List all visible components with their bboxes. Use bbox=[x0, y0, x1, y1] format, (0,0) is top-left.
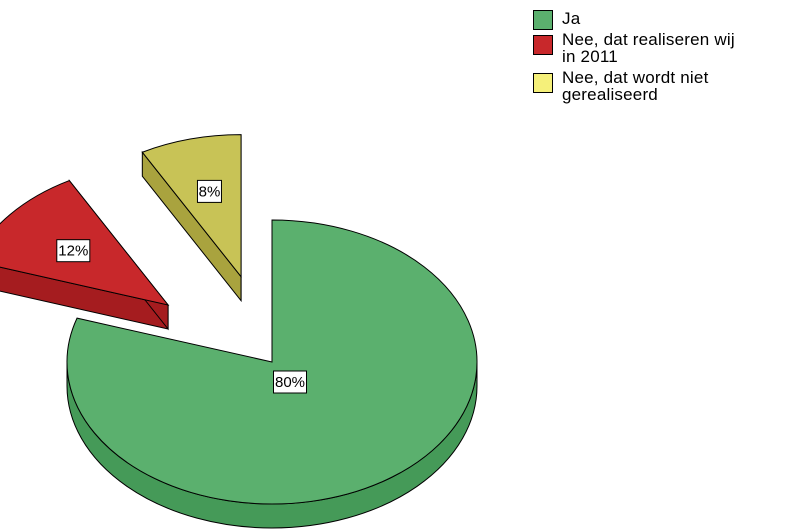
data-label-ja: 80% bbox=[275, 374, 305, 391]
pie-tops bbox=[0, 134, 478, 505]
data-label-nee-niet: 8% bbox=[199, 183, 221, 200]
slice-ja bbox=[66, 219, 478, 505]
data-label-nee-2011: 12% bbox=[58, 243, 88, 260]
legend-label-nee-2011: Nee, dat realiseren wij in 2011 bbox=[562, 30, 735, 66]
data-label-box-ja bbox=[273, 370, 307, 394]
legend-swatch-nee-niet bbox=[533, 73, 553, 93]
data-label-box-nee-2011 bbox=[56, 239, 91, 263]
legend-item-ja: Ja bbox=[530, 9, 802, 30]
slice-nee-niet bbox=[141, 134, 242, 279]
pie-labels: 80% 12% 8% bbox=[56, 179, 307, 394]
chart-legend: Ja Nee, dat realiseren wij in 2011 Nee, … bbox=[530, 10, 802, 107]
legend-swatch-ja bbox=[533, 10, 553, 30]
legend-item-nee-2011: Nee, dat realiseren wij in 2011 bbox=[530, 31, 802, 65]
legend-swatch-nee-2011 bbox=[533, 35, 553, 55]
data-label-box-nee-niet bbox=[196, 179, 222, 203]
legend-label-nee-niet: Nee, dat wordt niet gerealiseerd bbox=[562, 68, 709, 104]
legend-item-nee-niet: Nee, dat wordt niet gerealiseerd bbox=[530, 69, 802, 103]
legend-label-ja: Ja bbox=[562, 9, 581, 28]
